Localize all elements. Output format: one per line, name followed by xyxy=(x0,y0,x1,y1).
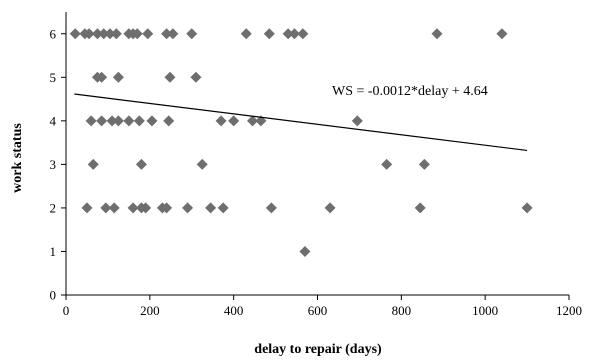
data-point xyxy=(81,202,93,214)
data-point xyxy=(123,115,135,127)
data-point xyxy=(135,158,147,170)
data-point xyxy=(98,28,110,40)
data-point xyxy=(288,28,300,40)
data-point xyxy=(131,28,143,40)
data-point xyxy=(215,115,227,127)
data-point xyxy=(196,158,208,170)
x-tick-label: 600 xyxy=(308,303,328,318)
data-point xyxy=(100,202,112,214)
y-axis-ticks: 0 1 2 3 4 5 6 xyxy=(50,26,66,303)
data-point xyxy=(163,115,175,127)
data-point xyxy=(161,202,173,214)
y-tick-label: 4 xyxy=(50,113,57,128)
data-point xyxy=(351,115,363,127)
data-point xyxy=(167,28,179,40)
data-point xyxy=(87,158,99,170)
y-tick-label: 0 xyxy=(50,288,57,303)
data-point xyxy=(299,245,311,257)
data-point xyxy=(142,28,154,40)
data-point xyxy=(108,202,120,214)
y-tick-label: 3 xyxy=(50,157,57,172)
x-axis-title: delay to repair (days) xyxy=(254,342,382,357)
y-tick-label: 1 xyxy=(50,244,57,259)
data-point xyxy=(240,28,252,40)
data-point xyxy=(418,158,430,170)
data-point xyxy=(496,28,508,40)
data-point xyxy=(140,202,152,214)
data-point xyxy=(247,115,259,127)
data-point xyxy=(112,71,124,83)
x-tick-label: 400 xyxy=(224,303,244,318)
data-point xyxy=(381,158,393,170)
data-point xyxy=(190,71,202,83)
x-tick-label: 800 xyxy=(392,303,412,318)
data-point xyxy=(146,115,158,127)
data-point xyxy=(217,202,229,214)
x-axis-ticks: 0 200 400 600 800 1000 1200 xyxy=(63,295,582,318)
x-tick-label: 200 xyxy=(140,303,160,318)
data-point xyxy=(263,28,275,40)
data-point xyxy=(265,202,277,214)
x-tick-label: 0 xyxy=(63,303,70,318)
data-point xyxy=(83,28,95,40)
y-tick-label: 5 xyxy=(50,70,57,85)
y-axis-title: work status xyxy=(10,123,25,193)
data-points xyxy=(69,28,533,257)
data-point xyxy=(127,202,139,214)
data-point xyxy=(104,28,116,40)
data-point xyxy=(96,71,108,83)
data-point xyxy=(186,28,198,40)
trendline xyxy=(74,93,528,152)
data-point xyxy=(324,202,336,214)
regression-equation: WS = -0.0012*delay + 4.64 xyxy=(332,84,488,99)
data-point xyxy=(161,28,173,40)
data-point xyxy=(91,28,103,40)
y-tick-label: 2 xyxy=(50,200,57,215)
data-point xyxy=(112,115,124,127)
data-point xyxy=(521,202,533,214)
data-point xyxy=(182,202,194,214)
data-point xyxy=(110,28,122,40)
data-point xyxy=(431,28,443,40)
data-point xyxy=(414,202,426,214)
data-point xyxy=(96,115,108,127)
data-point xyxy=(205,202,217,214)
x-tick-label: 1000 xyxy=(472,303,498,318)
data-point xyxy=(133,115,145,127)
data-point xyxy=(85,115,97,127)
data-point xyxy=(297,28,309,40)
data-point xyxy=(69,28,81,40)
y-tick-label: 6 xyxy=(50,26,57,41)
data-point xyxy=(164,71,176,83)
x-tick-label: 1200 xyxy=(556,303,582,318)
plot-frame xyxy=(65,12,569,296)
data-point xyxy=(282,28,294,40)
data-point xyxy=(228,115,240,127)
data-point xyxy=(106,115,118,127)
